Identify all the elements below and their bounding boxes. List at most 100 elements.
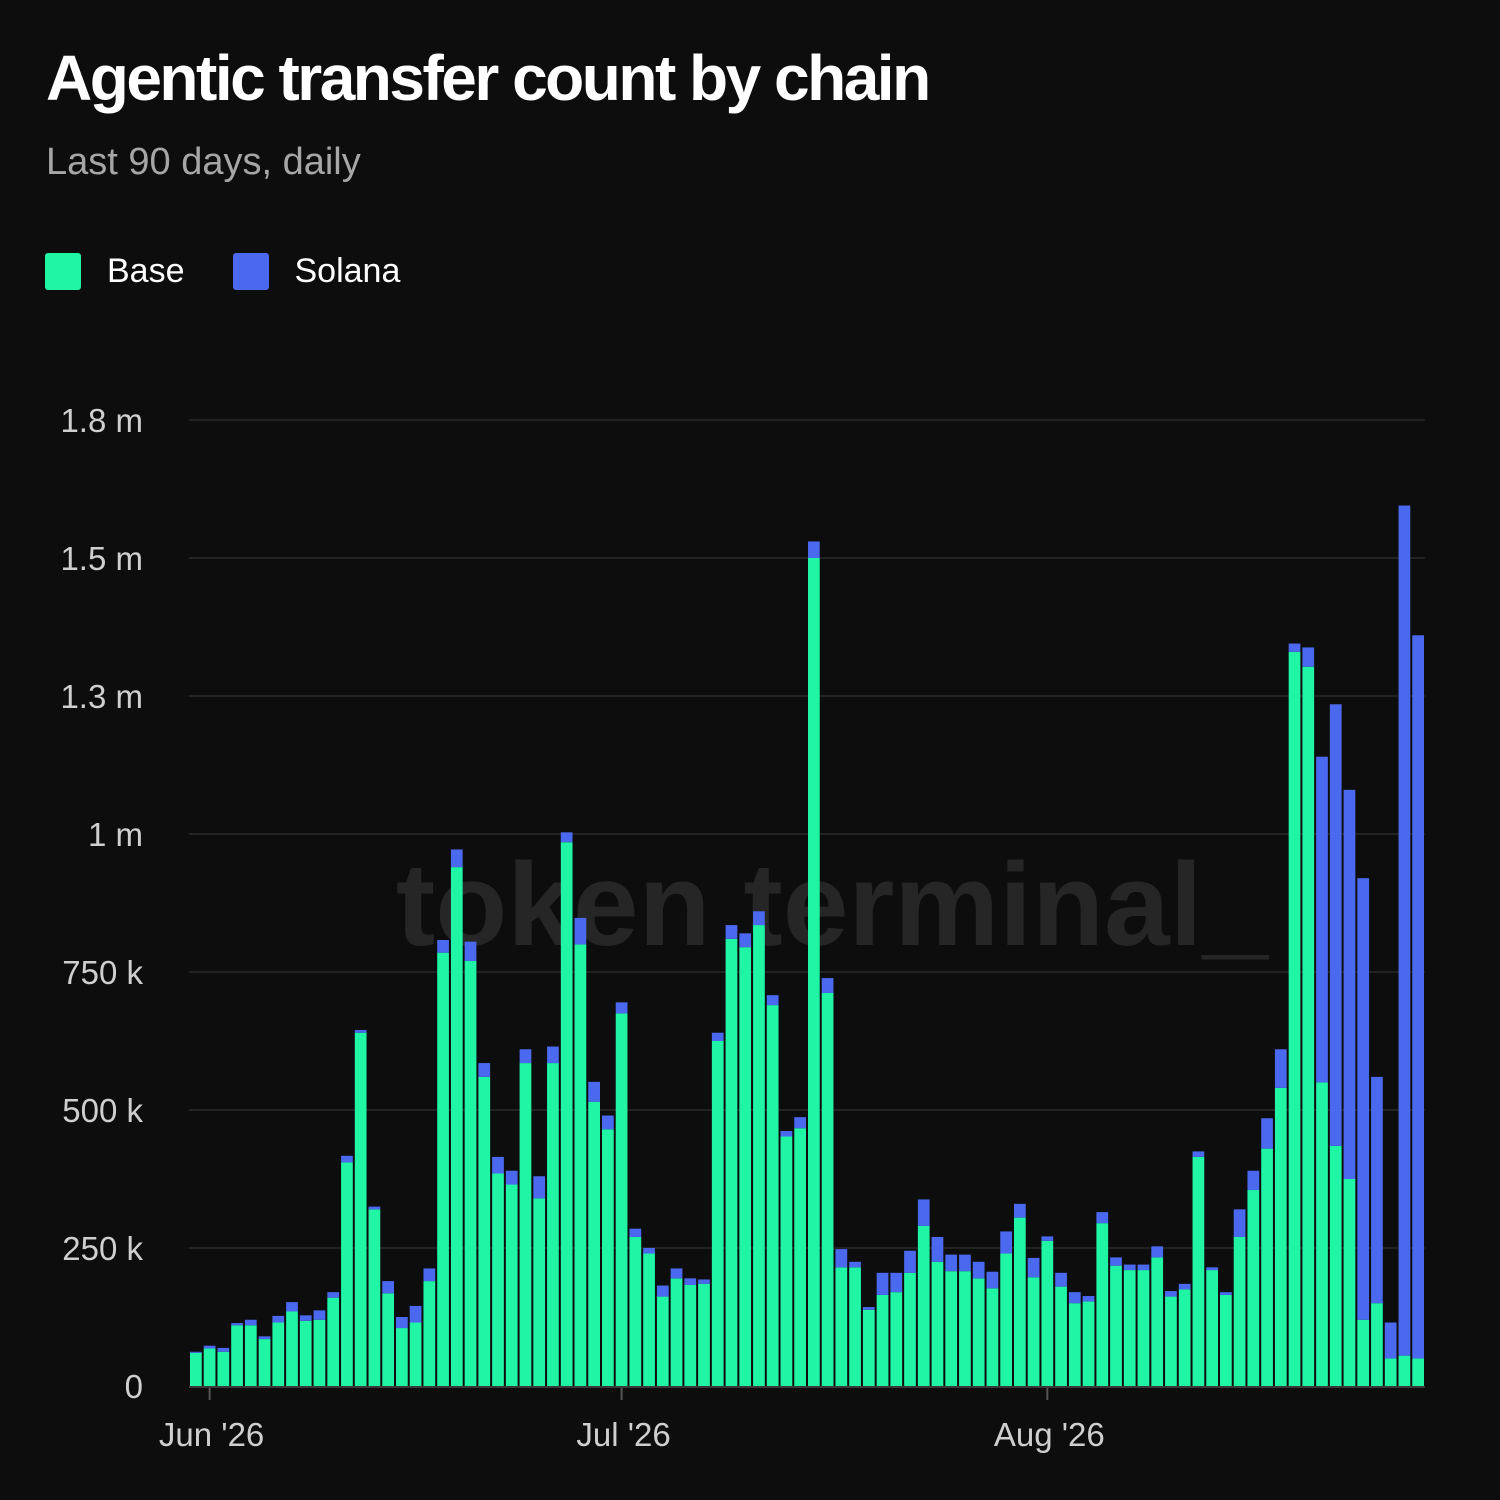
bar-solana-2026-06-02[interactable]: [217, 1347, 230, 1352]
bar-solana-2026-06-25[interactable]: [533, 1176, 546, 1199]
bar-solana-2026-07-29[interactable]: [1000, 1231, 1012, 1254]
bar-base-2026-08-10[interactable]: [1165, 1296, 1177, 1386]
bar-base-2026-08-20[interactable]: [1302, 666, 1315, 1386]
bar-base-2026-07-07[interactable]: [698, 1283, 710, 1386]
bar-base-2026-08-09[interactable]: [1151, 1257, 1164, 1386]
bar-solana-2026-06-06[interactable]: [272, 1315, 285, 1323]
bar-solana-2026-06-03[interactable]: [231, 1323, 243, 1326]
bar-solana-2026-06-19[interactable]: [450, 849, 463, 868]
bar-base-2026-08-07[interactable]: [1123, 1270, 1136, 1386]
bar-base-2026-07-11[interactable]: [753, 925, 765, 1386]
bar-base-2026-07-05[interactable]: [670, 1278, 683, 1386]
bar-base-2026-07-03[interactable]: [643, 1253, 655, 1386]
bar-base-2026-06-05[interactable]: [258, 1339, 271, 1386]
bar-solana-2026-06-16[interactable]: [409, 1305, 422, 1323]
bar-solana-2026-07-05[interactable]: [670, 1268, 683, 1279]
bar-base-2026-06-12[interactable]: [354, 1032, 367, 1386]
bar-solana-2026-06-28[interactable]: [574, 917, 587, 945]
bar-solana-2026-07-02[interactable]: [629, 1228, 642, 1237]
bar-solana-2026-08-06[interactable]: [1110, 1257, 1122, 1266]
bar-base-2026-07-24[interactable]: [931, 1261, 944, 1386]
bar-solana-2026-06-05[interactable]: [258, 1336, 271, 1340]
bar-base-2026-07-02[interactable]: [629, 1236, 642, 1386]
bar-base-2026-08-08[interactable]: [1137, 1270, 1150, 1386]
bar-solana-2026-06-23[interactable]: [505, 1170, 518, 1185]
bar-solana-2026-08-25[interactable]: [1371, 1076, 1383, 1304]
bar-solana-2026-06-10[interactable]: [327, 1292, 340, 1298]
legend-item-solana[interactable]: Solana: [232, 252, 400, 291]
bar-base-2026-07-04[interactable]: [656, 1296, 669, 1386]
bar-base-2026-07-27[interactable]: [972, 1278, 985, 1386]
bar-base-2026-08-11[interactable]: [1178, 1289, 1191, 1386]
bar-solana-2026-08-09[interactable]: [1151, 1246, 1164, 1258]
bar-solana-2026-08-01[interactable]: [1041, 1236, 1054, 1241]
bar-base-2026-08-23[interactable]: [1343, 1179, 1356, 1386]
bar-base-2026-06-21[interactable]: [478, 1076, 491, 1386]
bar-base-2026-07-17[interactable]: [835, 1267, 848, 1386]
bar-solana-2026-07-03[interactable]: [643, 1248, 655, 1254]
bar-solana-2026-08-24[interactable]: [1357, 878, 1370, 1320]
bar-solana-2026-07-21[interactable]: [890, 1272, 903, 1293]
bar-base-2026-06-17[interactable]: [423, 1281, 436, 1386]
bar-base-2026-08-26[interactable]: [1384, 1358, 1397, 1386]
bar-base-2026-06-24[interactable]: [519, 1063, 532, 1386]
bar-base-2026-07-21[interactable]: [890, 1292, 903, 1386]
bar-base-2026-06-01[interactable]: [203, 1348, 216, 1386]
bar-solana-2026-08-18[interactable]: [1274, 1049, 1287, 1088]
bar-solana-2026-06-17[interactable]: [423, 1268, 436, 1282]
bar-solana-2026-06-18[interactable]: [437, 939, 449, 953]
bar-base-2026-08-06[interactable]: [1110, 1265, 1122, 1386]
bar-base-2026-08-16[interactable]: [1247, 1190, 1260, 1386]
bar-base-2026-06-18[interactable]: [437, 952, 449, 1386]
bar-solana-2026-07-28[interactable]: [986, 1271, 999, 1289]
bar-base-2026-06-23[interactable]: [505, 1184, 518, 1386]
bar-solana-2026-06-21[interactable]: [478, 1063, 491, 1077]
bar-base-2026-07-09[interactable]: [725, 938, 738, 1386]
bar-base-2026-08-02[interactable]: [1055, 1286, 1067, 1386]
bar-solana-2026-06-15[interactable]: [396, 1317, 408, 1329]
bar-base-2026-08-24[interactable]: [1357, 1319, 1370, 1386]
bar-base-2026-06-29[interactable]: [588, 1101, 600, 1386]
bar-solana-2026-08-14[interactable]: [1220, 1292, 1232, 1295]
bar-base-2026-06-07[interactable]: [286, 1311, 298, 1386]
bar-base-2026-07-20[interactable]: [876, 1294, 889, 1386]
bar-solana-2026-07-14[interactable]: [794, 1117, 806, 1129]
bar-base-2026-08-22[interactable]: [1329, 1145, 1342, 1386]
bar-solana-2026-07-18[interactable]: [849, 1261, 861, 1268]
bar-base-2026-07-14[interactable]: [794, 1128, 806, 1386]
legend-item-base[interactable]: Base: [45, 252, 185, 291]
bar-base-2026-06-20[interactable]: [464, 960, 477, 1386]
bar-solana-2026-08-13[interactable]: [1206, 1267, 1218, 1271]
bar-base-2026-07-26[interactable]: [959, 1271, 971, 1386]
bar-base-2026-06-11[interactable]: [341, 1162, 353, 1386]
bar-solana-2026-07-08[interactable]: [711, 1032, 724, 1041]
bar-base-2026-07-19[interactable]: [862, 1309, 875, 1386]
bar-base-2026-06-26[interactable]: [547, 1063, 559, 1386]
bar-solana-2026-08-11[interactable]: [1178, 1283, 1191, 1290]
bar-base-2026-06-14[interactable]: [382, 1293, 394, 1386]
bar-base-2026-07-30[interactable]: [1014, 1217, 1026, 1386]
bar-base-2026-06-15[interactable]: [396, 1328, 408, 1386]
bar-solana-2026-08-21[interactable]: [1316, 756, 1328, 1083]
bar-base-2026-08-17[interactable]: [1261, 1148, 1273, 1386]
bar-base-2026-08-19[interactable]: [1288, 651, 1301, 1386]
bar-base-2026-06-28[interactable]: [574, 944, 587, 1386]
bar-solana-2026-07-31[interactable]: [1027, 1257, 1040, 1278]
bar-base-2026-06-25[interactable]: [533, 1198, 546, 1386]
bar-base-2026-06-02[interactable]: [217, 1351, 230, 1386]
bar-base-2026-07-28[interactable]: [986, 1288, 999, 1386]
bar-base-2026-06-16[interactable]: [409, 1322, 422, 1386]
bar-base-2026-08-14[interactable]: [1220, 1294, 1232, 1386]
bar-solana-2026-07-10[interactable]: [739, 933, 752, 948]
bar-solana-2026-06-12[interactable]: [354, 1029, 367, 1033]
bar-solana-2026-08-23[interactable]: [1343, 789, 1356, 1179]
bar-base-2026-05-31[interactable]: [190, 1352, 202, 1386]
bar-base-2026-07-10[interactable]: [739, 947, 752, 1386]
bar-base-2026-06-13[interactable]: [368, 1209, 381, 1386]
bar-base-2026-08-15[interactable]: [1233, 1236, 1246, 1386]
bar-solana-2026-07-16[interactable]: [821, 978, 834, 993]
bar-base-2026-07-23[interactable]: [917, 1225, 930, 1386]
bar-base-2026-06-08[interactable]: [299, 1320, 312, 1386]
bar-solana-2026-07-20[interactable]: [876, 1272, 889, 1295]
bar-base-2026-08-05[interactable]: [1096, 1223, 1109, 1386]
